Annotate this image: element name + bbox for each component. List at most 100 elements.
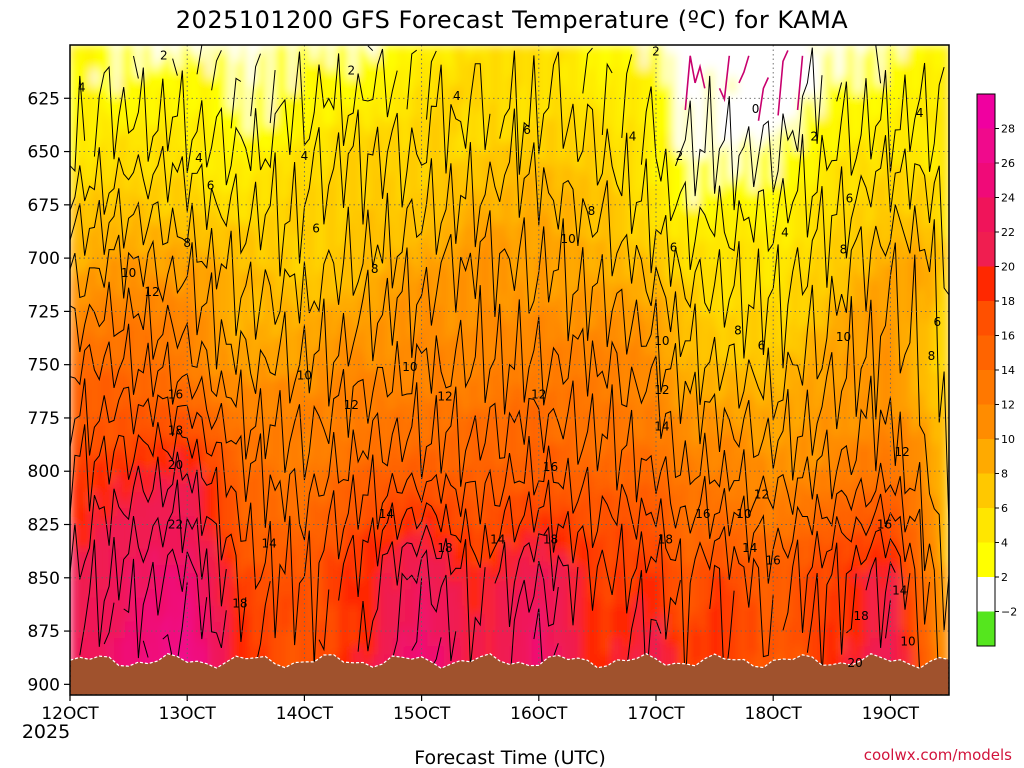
field-cell: [80, 613, 88, 623]
field-cell: [75, 410, 82, 420]
field-cell: [322, 435, 330, 445]
field-cell: [179, 296, 187, 306]
field-cell: [278, 483, 286, 493]
field-cell: [70, 175, 77, 185]
field-cell: [97, 256, 104, 266]
field-cell: [234, 85, 242, 95]
field-cell: [163, 573, 170, 583]
field-cell: [361, 296, 368, 306]
field-cell: [212, 630, 220, 640]
field-cell: [234, 361, 242, 371]
field-cell: [333, 418, 341, 428]
field-cell: [240, 110, 247, 120]
field-cell: [240, 630, 247, 640]
field-cell: [377, 589, 385, 599]
field-cell: [190, 296, 198, 306]
field-cell: [212, 183, 220, 193]
field-cell: [383, 321, 390, 331]
field-cell: [328, 150, 335, 160]
field-cell: [361, 646, 368, 656]
field-cell: [86, 386, 93, 396]
field-cell: [190, 240, 198, 250]
field-cell: [388, 573, 396, 583]
field-cell: [289, 475, 297, 485]
field-cell: [163, 337, 170, 347]
field-cell: [333, 313, 341, 323]
field-cell: [262, 638, 269, 648]
field-cell: [300, 508, 308, 518]
field-cell: [234, 329, 242, 339]
field-cell: [344, 459, 352, 469]
field-cell: [328, 540, 335, 550]
field-cell: [333, 175, 341, 185]
field-cell: [97, 110, 104, 120]
field-cell: [70, 565, 77, 575]
field-cell: [190, 231, 198, 241]
field-cell: [361, 435, 368, 445]
field-cell: [383, 288, 390, 298]
field-cell: [163, 329, 170, 339]
field-cell: [344, 556, 352, 566]
field-cell: [399, 402, 407, 412]
field-cell: [383, 45, 390, 55]
field-cell: [328, 508, 335, 518]
chart-title: 2025101200 GFS Forecast Temperature (ºC)…: [176, 6, 849, 34]
field-cell: [388, 158, 396, 168]
field-cell: [168, 199, 176, 209]
field-cell: [256, 508, 264, 518]
field-cell: [394, 321, 401, 331]
field-cell: [240, 638, 247, 648]
field-cell: [311, 556, 319, 566]
field-cell: [212, 69, 220, 79]
field-cell: [295, 256, 302, 266]
field-cell: [377, 183, 385, 193]
field-cell: [317, 61, 324, 71]
field-cell: [185, 183, 192, 193]
field-cell: [179, 491, 187, 501]
field-cell: [174, 540, 181, 550]
field-cell: [152, 223, 159, 233]
field-cell: [185, 191, 192, 201]
field-cell: [311, 483, 319, 493]
field-cell: [289, 410, 297, 420]
field-cell: [339, 378, 346, 388]
field-cell: [361, 516, 368, 526]
field-cell: [80, 565, 88, 575]
field-cell: [119, 467, 126, 477]
field-cell: [168, 231, 176, 241]
field-cell: [256, 451, 264, 461]
field-cell: [355, 264, 363, 274]
field-cell: [311, 394, 319, 404]
field-cell: [80, 516, 88, 526]
field-cell: [251, 296, 258, 306]
field-cell: [355, 150, 363, 160]
field-cell: [355, 467, 363, 477]
field-cell: [344, 402, 352, 412]
field-cell: [207, 305, 214, 315]
field-cell: [196, 589, 203, 599]
field-cell: [311, 435, 319, 445]
field-cell: [388, 467, 396, 477]
field-cell: [366, 183, 374, 193]
field-cell: [251, 337, 258, 347]
field-cell: [306, 630, 313, 640]
field-cell: [174, 613, 181, 623]
field-cell: [388, 370, 396, 380]
field-cell: [322, 142, 330, 152]
field-cell: [234, 45, 242, 55]
field-cell: [152, 329, 159, 339]
field-cell: [223, 548, 231, 558]
field-cell: [152, 215, 159, 225]
field-cell: [75, 296, 82, 306]
field-cell: [306, 646, 313, 656]
field-cell: [201, 77, 209, 87]
field-cell: [174, 53, 181, 63]
field-cell: [383, 621, 390, 631]
field-cell: [190, 483, 198, 493]
field-cell: [350, 61, 357, 71]
field-cell: [256, 475, 264, 485]
field-cell: [218, 93, 225, 103]
field-cell: [366, 597, 374, 607]
field-cell: [91, 621, 99, 631]
field-cell: [157, 605, 165, 615]
